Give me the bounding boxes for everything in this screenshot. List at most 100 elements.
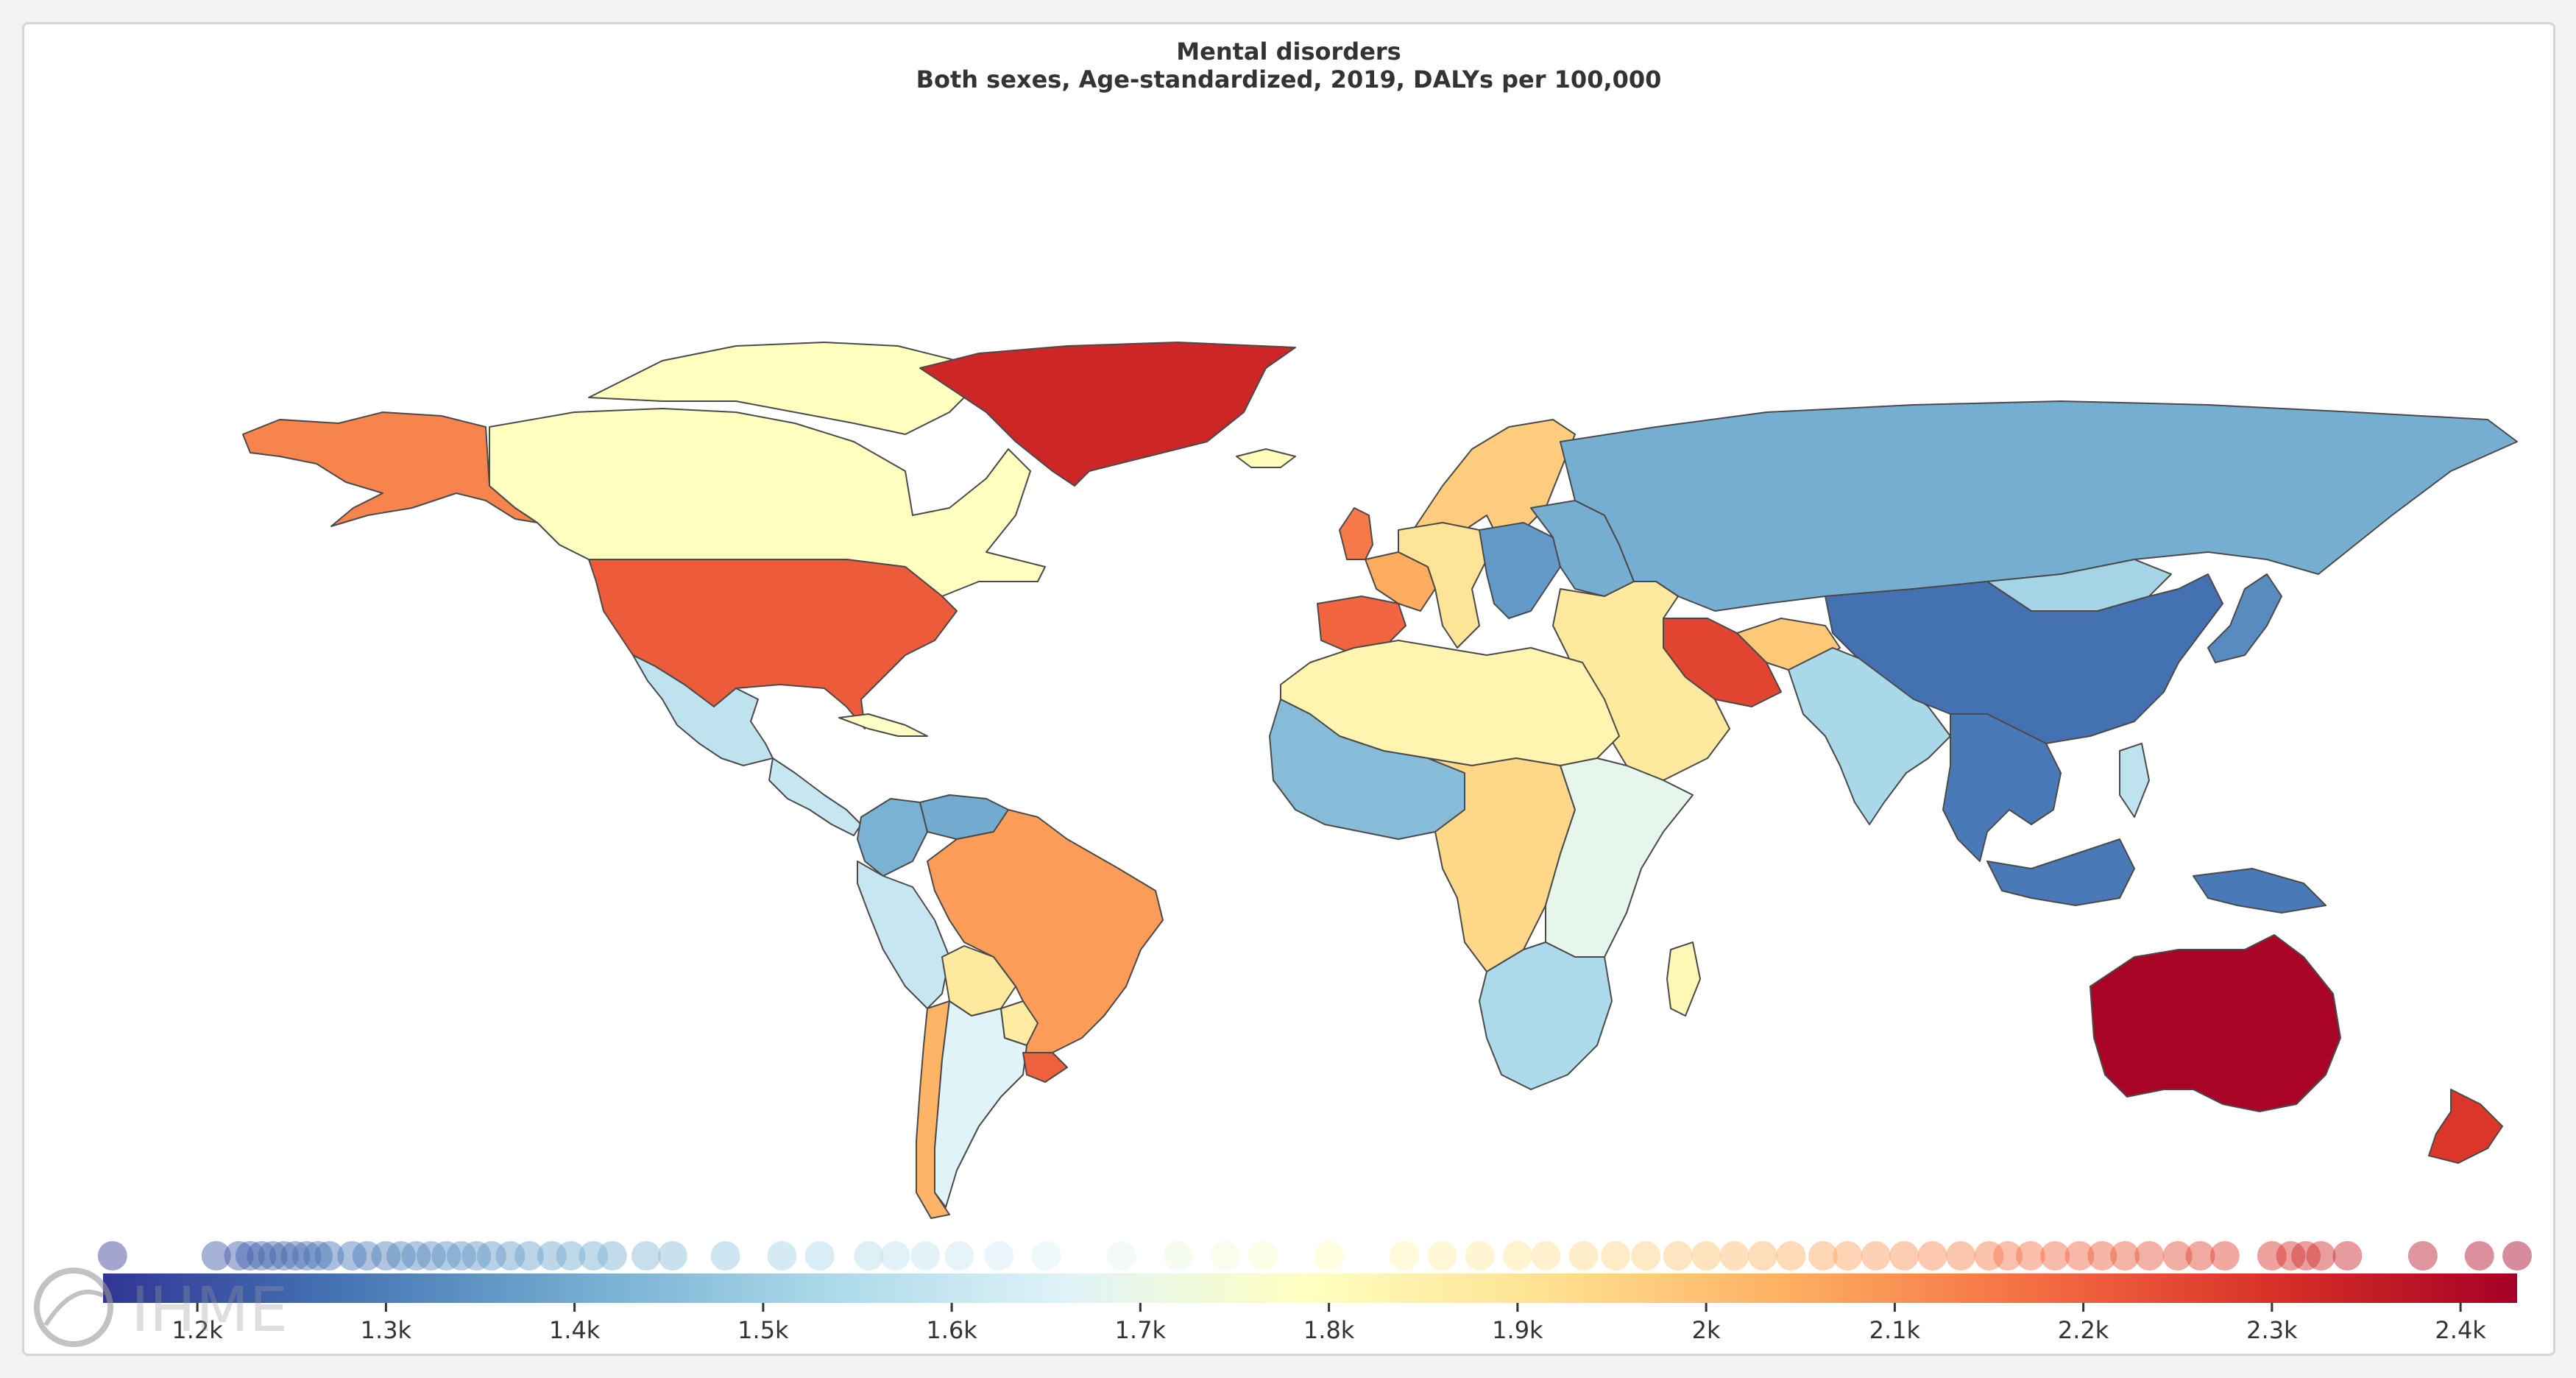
distribution-dot[interactable] — [2276, 1241, 2306, 1271]
region-iceland[interactable]: Iceland — [1236, 448, 1296, 468]
distribution-dot[interactable] — [291, 1241, 322, 1271]
distribution-dot[interactable] — [1719, 1241, 1749, 1271]
distribution-dot[interactable] — [2502, 1241, 2532, 1271]
region-southeast-asia[interactable]: Southeast Asia — [1942, 713, 2062, 862]
region-colombia[interactable]: Colombia — [857, 798, 928, 877]
distribution-dot[interactable] — [1917, 1241, 1947, 1271]
region-madagascar[interactable]: Madagascar — [1666, 941, 1701, 1017]
distribution-dot[interactable] — [1861, 1241, 1891, 1271]
distribution-dot[interactable] — [2015, 1241, 2045, 1271]
distribution-dot[interactable] — [1568, 1241, 1599, 1271]
distribution-dot[interactable] — [303, 1241, 333, 1271]
region-western-europe[interactable]: Western Europe — [1398, 522, 1487, 649]
distribution-dot[interactable] — [578, 1241, 609, 1271]
distribution-dot[interactable] — [1993, 1241, 2023, 1271]
distribution-dot[interactable] — [2464, 1241, 2494, 1271]
distribution-dot[interactable] — [416, 1241, 446, 1271]
distribution-dot[interactable] — [880, 1241, 910, 1271]
distribution-dot[interactable] — [1031, 1241, 1061, 1271]
region-central-europe[interactable]: Central Europe — [1479, 522, 1561, 619]
distribution-dot[interactable] — [1833, 1241, 1863, 1271]
distribution-dot[interactable] — [247, 1241, 277, 1271]
distribution-dot[interactable] — [710, 1241, 740, 1271]
region-papua-new-guinea[interactable]: Papua New Guinea — [2193, 868, 2326, 914]
distribution-dot[interactable] — [2040, 1241, 2070, 1271]
distribution-dot[interactable] — [476, 1241, 506, 1271]
distribution-dot[interactable] — [1106, 1241, 1136, 1271]
distribution-dot[interactable] — [944, 1241, 974, 1271]
distribution-dot[interactable] — [495, 1241, 526, 1271]
region-uruguay[interactable]: Uruguay — [1022, 1052, 1068, 1083]
distribution-dot[interactable] — [2134, 1241, 2165, 1271]
distribution-dot[interactable] — [854, 1241, 884, 1271]
region-mongolia[interactable]: Mongolia — [1986, 559, 2172, 612]
region-greenland[interactable]: Greenland — [919, 342, 1296, 487]
region-east-africa[interactable]: East Africa — [1545, 757, 1694, 958]
distribution-dot[interactable] — [1427, 1241, 1457, 1271]
distribution-dot[interactable] — [446, 1241, 476, 1271]
distribution-dot[interactable] — [804, 1241, 835, 1271]
distribution-dot[interactable] — [514, 1241, 545, 1271]
region-brazil[interactable]: Brazil — [927, 809, 1164, 1068]
distribution-dot[interactable] — [314, 1241, 344, 1271]
distribution-dot[interactable] — [2185, 1241, 2215, 1271]
region-australia[interactable]: Australia — [2090, 934, 2341, 1112]
distribution-dot[interactable] — [1776, 1241, 1806, 1271]
distribution-dot[interactable] — [910, 1241, 941, 1271]
region-cuba[interactable]: Cuba — [838, 713, 928, 737]
distribution-dot[interactable] — [1390, 1241, 1420, 1271]
distribution-dot[interactable] — [2257, 1241, 2287, 1271]
distribution-dot[interactable] — [631, 1241, 661, 1271]
distribution-dot[interactable] — [201, 1241, 231, 1271]
region-alaska[interactable]: Alaska — [242, 411, 538, 527]
distribution-dot[interactable] — [1465, 1241, 1495, 1271]
distribution-dot[interactable] — [461, 1241, 492, 1271]
region-central-america[interactable]: Central America — [768, 757, 862, 836]
region-mexico[interactable]: Mexico — [632, 654, 774, 766]
map-regions[interactable]: AlaskaCanadaCanadian Arctic IslandsGreen… — [242, 342, 2518, 1219]
distribution-dot[interactable] — [1631, 1241, 1661, 1271]
region-indonesia[interactable]: Indonesia — [1986, 838, 2135, 906]
distribution-dot[interactable] — [1531, 1241, 1561, 1271]
distribution-dot[interactable] — [371, 1241, 401, 1271]
distribution-dot[interactable] — [2332, 1241, 2363, 1271]
distribution-dot[interactable] — [1663, 1241, 1693, 1271]
distribution-dot[interactable] — [1974, 1241, 2004, 1271]
distribution-dot[interactable] — [1502, 1241, 1532, 1271]
distribution-dot[interactable] — [386, 1241, 416, 1271]
distribution-dot[interactable] — [1163, 1241, 1193, 1271]
distribution-dot[interactable] — [657, 1241, 687, 1271]
distribution-dot[interactable] — [537, 1241, 567, 1271]
distribution-dot[interactable] — [97, 1241, 127, 1271]
region-canada[interactable]: Canada — [489, 408, 1046, 597]
distribution-dot[interactable] — [431, 1241, 461, 1271]
region-philippines[interactable]: Philippines — [2119, 743, 2150, 818]
distribution-dot[interactable] — [2110, 1241, 2140, 1271]
region-ecuador-and-peru[interactable]: Ecuador and Peru — [857, 861, 950, 1009]
distribution-dot[interactable] — [1889, 1241, 1919, 1271]
region-paraguay[interactable]: Paraguay — [1000, 1000, 1038, 1046]
distribution-dot[interactable] — [2306, 1241, 2336, 1271]
distribution-dot[interactable] — [280, 1241, 311, 1271]
distribution-dot[interactable] — [352, 1241, 382, 1271]
distribution-dot[interactable] — [767, 1241, 797, 1271]
distribution-dot[interactable] — [1808, 1241, 1838, 1271]
distribution-dot[interactable] — [1248, 1241, 1278, 1271]
distribution-dot[interactable] — [2064, 1241, 2095, 1271]
distribution-dot[interactable] — [2407, 1241, 2438, 1271]
distribution-dot[interactable] — [2291, 1241, 2321, 1271]
distribution-dot[interactable] — [224, 1241, 254, 1271]
distribution-dot[interactable] — [235, 1241, 265, 1271]
distribution-dot[interactable] — [597, 1241, 627, 1271]
distribution-dot[interactable] — [2087, 1241, 2117, 1271]
distribution-dot[interactable] — [1210, 1241, 1240, 1271]
distribution-dot[interactable] — [1601, 1241, 1631, 1271]
region-united-kingdom[interactable]: United Kingdom — [1339, 507, 1373, 560]
distribution-dot[interactable] — [1748, 1241, 1777, 1271]
distribution-dot[interactable] — [556, 1241, 586, 1271]
region-united-states[interactable]: United States — [588, 559, 958, 729]
distribution-dot[interactable] — [337, 1241, 367, 1271]
region-japan[interactable]: Japan — [2207, 573, 2282, 663]
distribution-dot[interactable] — [2162, 1241, 2193, 1271]
